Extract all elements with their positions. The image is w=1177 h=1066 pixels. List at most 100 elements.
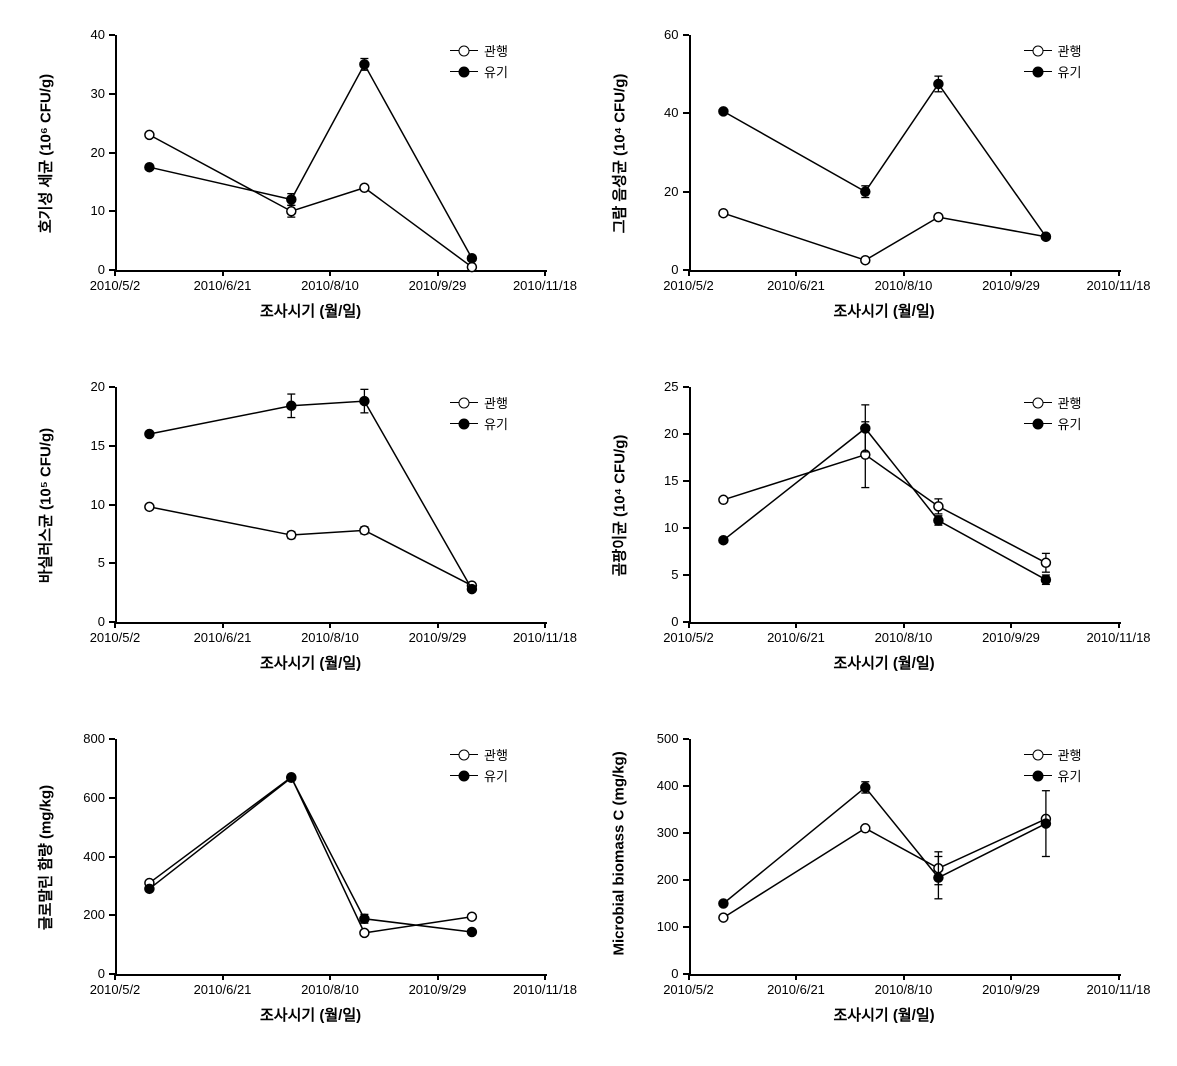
legend-line-icon (450, 754, 478, 756)
series2-marker (933, 873, 942, 882)
legend-marker-icon (1032, 66, 1043, 77)
series1-marker (145, 502, 154, 511)
legend-row-series2: 유기 (450, 766, 508, 785)
series2-marker (287, 401, 296, 410)
series2-marker (860, 783, 869, 792)
series1-marker (1041, 558, 1050, 567)
series1-line (149, 135, 472, 267)
series1-marker (718, 495, 727, 504)
legend-label: 유기 (484, 62, 508, 81)
legend-label: 관행 (1058, 41, 1082, 60)
series1-marker (718, 913, 727, 922)
series1-marker (467, 912, 476, 921)
legend-label: 유기 (484, 414, 508, 433)
legend-label: 유기 (1058, 766, 1082, 785)
series1-marker (287, 531, 296, 540)
legend-row-series2: 유기 (450, 62, 508, 81)
series2-marker (145, 430, 154, 439)
legend: 관행유기 (1024, 393, 1082, 435)
legend: 관행유기 (1024, 745, 1082, 787)
series2-line (149, 778, 472, 932)
chart-panel-2: 051015202010/5/22010/6/212010/8/102010/9… (20, 372, 580, 692)
legend-line-icon (450, 423, 478, 425)
legend-label: 관행 (484, 41, 508, 60)
legend-label: 유기 (1058, 62, 1082, 81)
legend-line-icon (450, 50, 478, 52)
legend-line-icon (450, 402, 478, 404)
legend-row-series1: 관행 (1024, 745, 1082, 764)
legend-line-icon (1024, 50, 1052, 52)
series2-marker (360, 914, 369, 923)
series1-marker (860, 824, 869, 833)
legend-line-icon (450, 71, 478, 73)
legend-marker-icon (459, 45, 470, 56)
legend-row-series1: 관행 (450, 393, 508, 412)
series2-marker (718, 536, 727, 545)
series2-marker (718, 899, 727, 908)
series1-marker (860, 256, 869, 265)
series2-marker (718, 107, 727, 116)
legend-row-series1: 관행 (1024, 393, 1082, 412)
series2-marker (1041, 232, 1050, 241)
chart-panel-4: 02004006008002010/5/22010/6/212010/8/102… (20, 724, 580, 1044)
legend-line-icon (1024, 423, 1052, 425)
legend-marker-icon (459, 66, 470, 77)
legend-row-series2: 유기 (1024, 766, 1082, 785)
series2-marker (1041, 819, 1050, 828)
legend: 관행유기 (450, 745, 508, 787)
series2-marker (860, 187, 869, 196)
legend-line-icon (1024, 71, 1052, 73)
legend-line-icon (1024, 775, 1052, 777)
series2-marker (360, 397, 369, 406)
legend-marker-icon (1032, 397, 1043, 408)
series2-marker (860, 424, 869, 433)
legend-label: 관행 (484, 393, 508, 412)
legend-row-series1: 관행 (450, 745, 508, 764)
chart-panel-1: 02040602010/5/22010/6/212010/8/102010/9/… (594, 20, 1154, 340)
legend: 관행유기 (450, 41, 508, 83)
series2-marker (287, 195, 296, 204)
legend-label: 유기 (1058, 414, 1082, 433)
legend-row-series2: 유기 (450, 414, 508, 433)
series2-marker (467, 927, 476, 936)
chart-panel-3: 05101520252010/5/22010/6/212010/8/102010… (594, 372, 1154, 692)
legend-marker-icon (1032, 749, 1043, 760)
series2-marker (145, 884, 154, 893)
series2-marker (467, 254, 476, 263)
series1-marker (360, 183, 369, 192)
series1-marker (718, 209, 727, 218)
series2-marker (933, 79, 942, 88)
series1-line (149, 777, 472, 933)
series1-marker (287, 207, 296, 216)
series2-line (723, 428, 1046, 579)
legend-row-series2: 유기 (1024, 414, 1082, 433)
legend-label: 유기 (484, 766, 508, 785)
series1-line (723, 455, 1046, 563)
series2-marker (360, 60, 369, 69)
series2-line (723, 787, 1046, 903)
series2-marker (287, 773, 296, 782)
series1-marker (360, 928, 369, 937)
legend-line-icon (450, 775, 478, 777)
legend-line-icon (1024, 402, 1052, 404)
series1-line (149, 507, 472, 586)
series1-line (723, 213, 1046, 260)
legend-row-series1: 관행 (450, 41, 508, 60)
series2-marker (933, 516, 942, 525)
series2-marker (467, 585, 476, 594)
series1-marker (933, 502, 942, 511)
series1-marker (467, 263, 476, 272)
legend-marker-icon (459, 397, 470, 408)
legend-marker-icon (459, 770, 470, 781)
legend-marker-icon (459, 749, 470, 760)
legend-row-series2: 유기 (1024, 62, 1082, 81)
chart-panel-0: 0102030402010/5/22010/6/212010/8/102010/… (20, 20, 580, 340)
legend-line-icon (1024, 754, 1052, 756)
series2-line (723, 84, 1046, 237)
legend-marker-icon (1032, 45, 1043, 56)
legend: 관행유기 (1024, 41, 1082, 83)
legend: 관행유기 (450, 393, 508, 435)
series2-marker (145, 163, 154, 172)
legend-label: 관행 (484, 745, 508, 764)
series1-marker (360, 526, 369, 535)
